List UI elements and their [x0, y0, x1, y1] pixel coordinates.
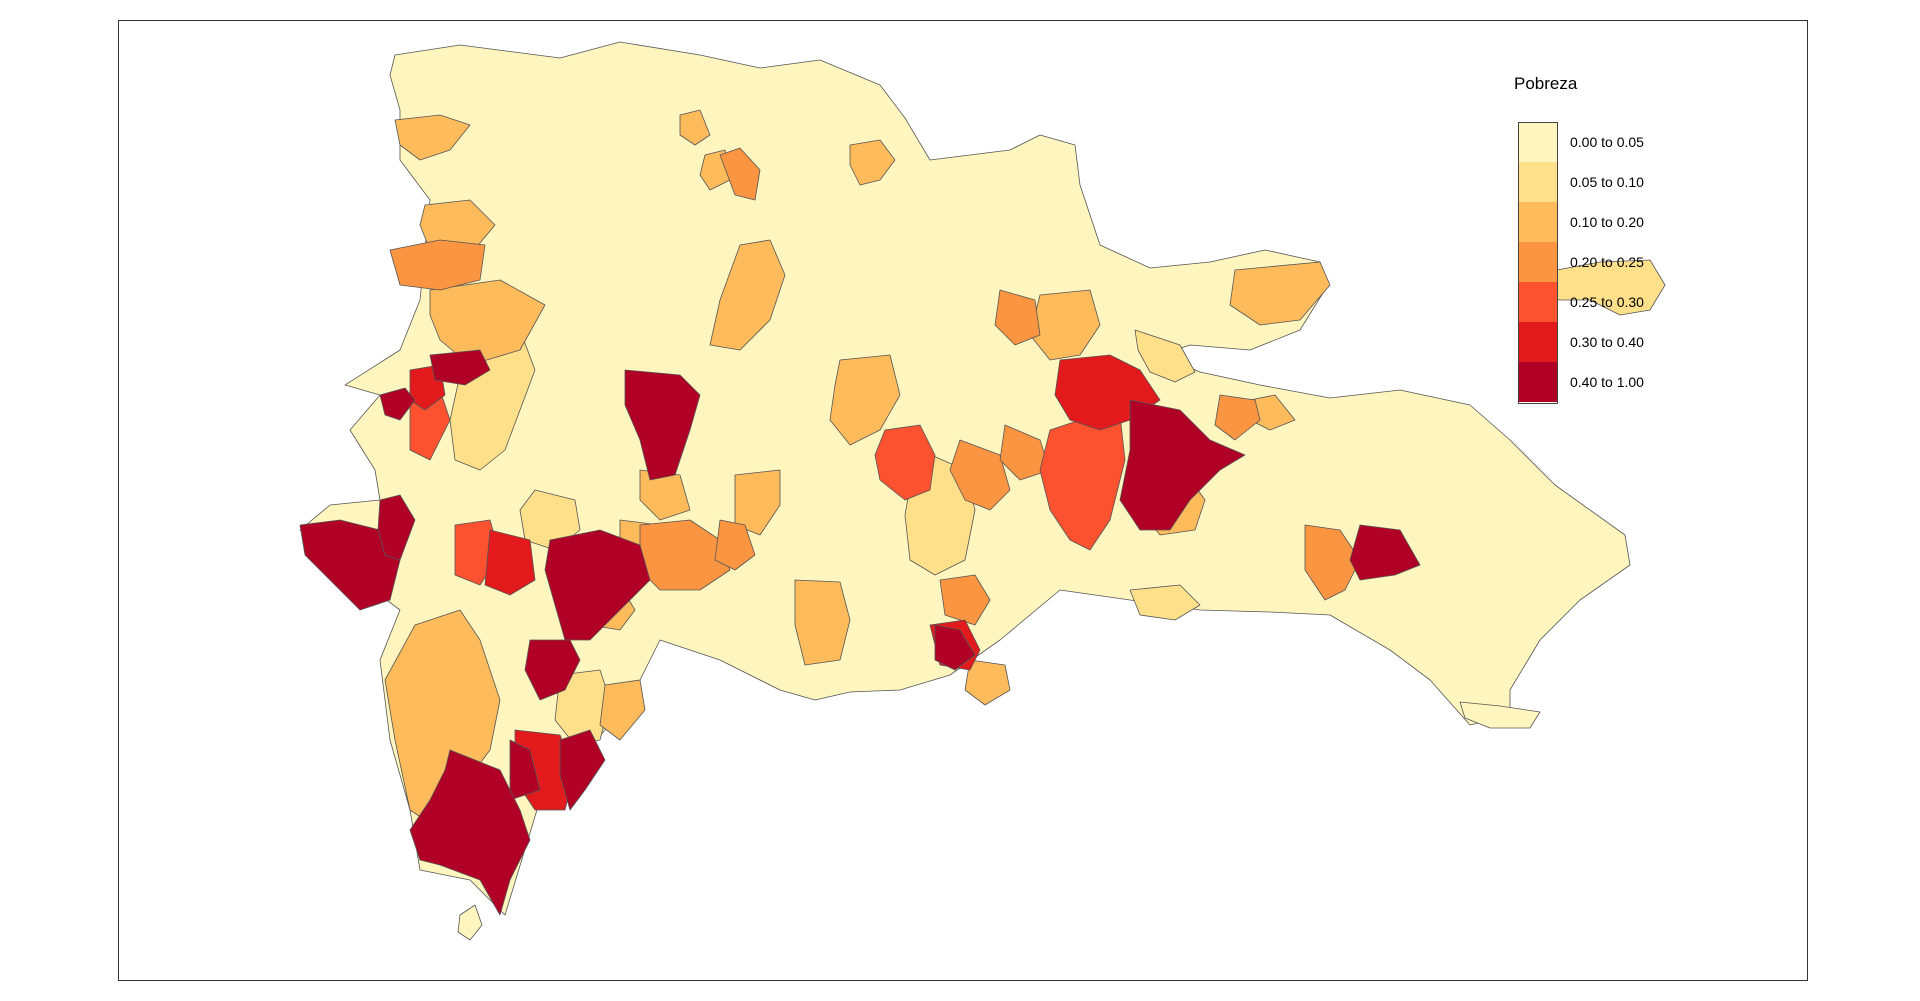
map-region	[484, 529, 536, 596]
map-region	[849, 139, 896, 186]
map-region	[377, 494, 416, 561]
map-region	[1304, 524, 1361, 601]
map-region	[794, 579, 851, 666]
legend-label: 0.05 to 0.10	[1570, 174, 1644, 190]
map-region	[554, 669, 611, 746]
map-region	[394, 114, 471, 161]
map-region	[1214, 394, 1261, 441]
map-region	[734, 469, 781, 536]
map-region	[379, 387, 416, 421]
map-region	[1119, 399, 1246, 531]
map-region	[1134, 329, 1196, 383]
map-region	[599, 679, 646, 741]
map-region	[999, 424, 1051, 481]
legend-label: 0.40 to 1.00	[1570, 374, 1644, 390]
legend-label: 0.25 to 0.30	[1570, 294, 1644, 310]
legend-label: 0.30 to 0.40	[1570, 334, 1644, 350]
legend-swatch	[1518, 242, 1558, 282]
map-region	[714, 519, 756, 571]
legend-swatch	[1518, 122, 1558, 162]
map-region	[509, 739, 541, 801]
legend-title: Pobreza	[1514, 74, 1578, 93]
map-region	[524, 639, 581, 701]
map-region	[299, 519, 401, 611]
map-region	[874, 424, 936, 501]
map-region	[719, 147, 761, 201]
island-region-beata	[457, 904, 483, 941]
map-region	[964, 659, 1011, 706]
island-region-saona	[1459, 701, 1541, 729]
map-region	[949, 439, 1011, 511]
legend-swatch	[1518, 282, 1558, 322]
map-region	[939, 574, 991, 626]
map-region	[559, 729, 606, 811]
map-region	[544, 529, 651, 641]
legend-swatch	[1518, 202, 1558, 242]
map-region	[709, 239, 786, 351]
map-region	[679, 109, 711, 146]
map-region	[829, 354, 901, 446]
map-region	[409, 749, 531, 916]
map-region	[934, 624, 976, 671]
legend-label: 0.10 to 0.20	[1570, 214, 1644, 230]
legend-swatch	[1518, 362, 1558, 402]
map-region	[429, 349, 491, 386]
map-region	[429, 279, 546, 366]
map-region	[1229, 261, 1331, 326]
legend-swatch	[1518, 162, 1558, 202]
map-region	[624, 369, 701, 481]
map-region	[1129, 584, 1201, 621]
legend-swatch	[1518, 322, 1558, 362]
map-region	[994, 289, 1041, 346]
legend-label: 0.00 to 0.05	[1570, 134, 1644, 150]
legend-label: 0.20 to 0.25	[1570, 254, 1644, 270]
map-region	[389, 239, 486, 291]
map-region	[1349, 524, 1421, 581]
